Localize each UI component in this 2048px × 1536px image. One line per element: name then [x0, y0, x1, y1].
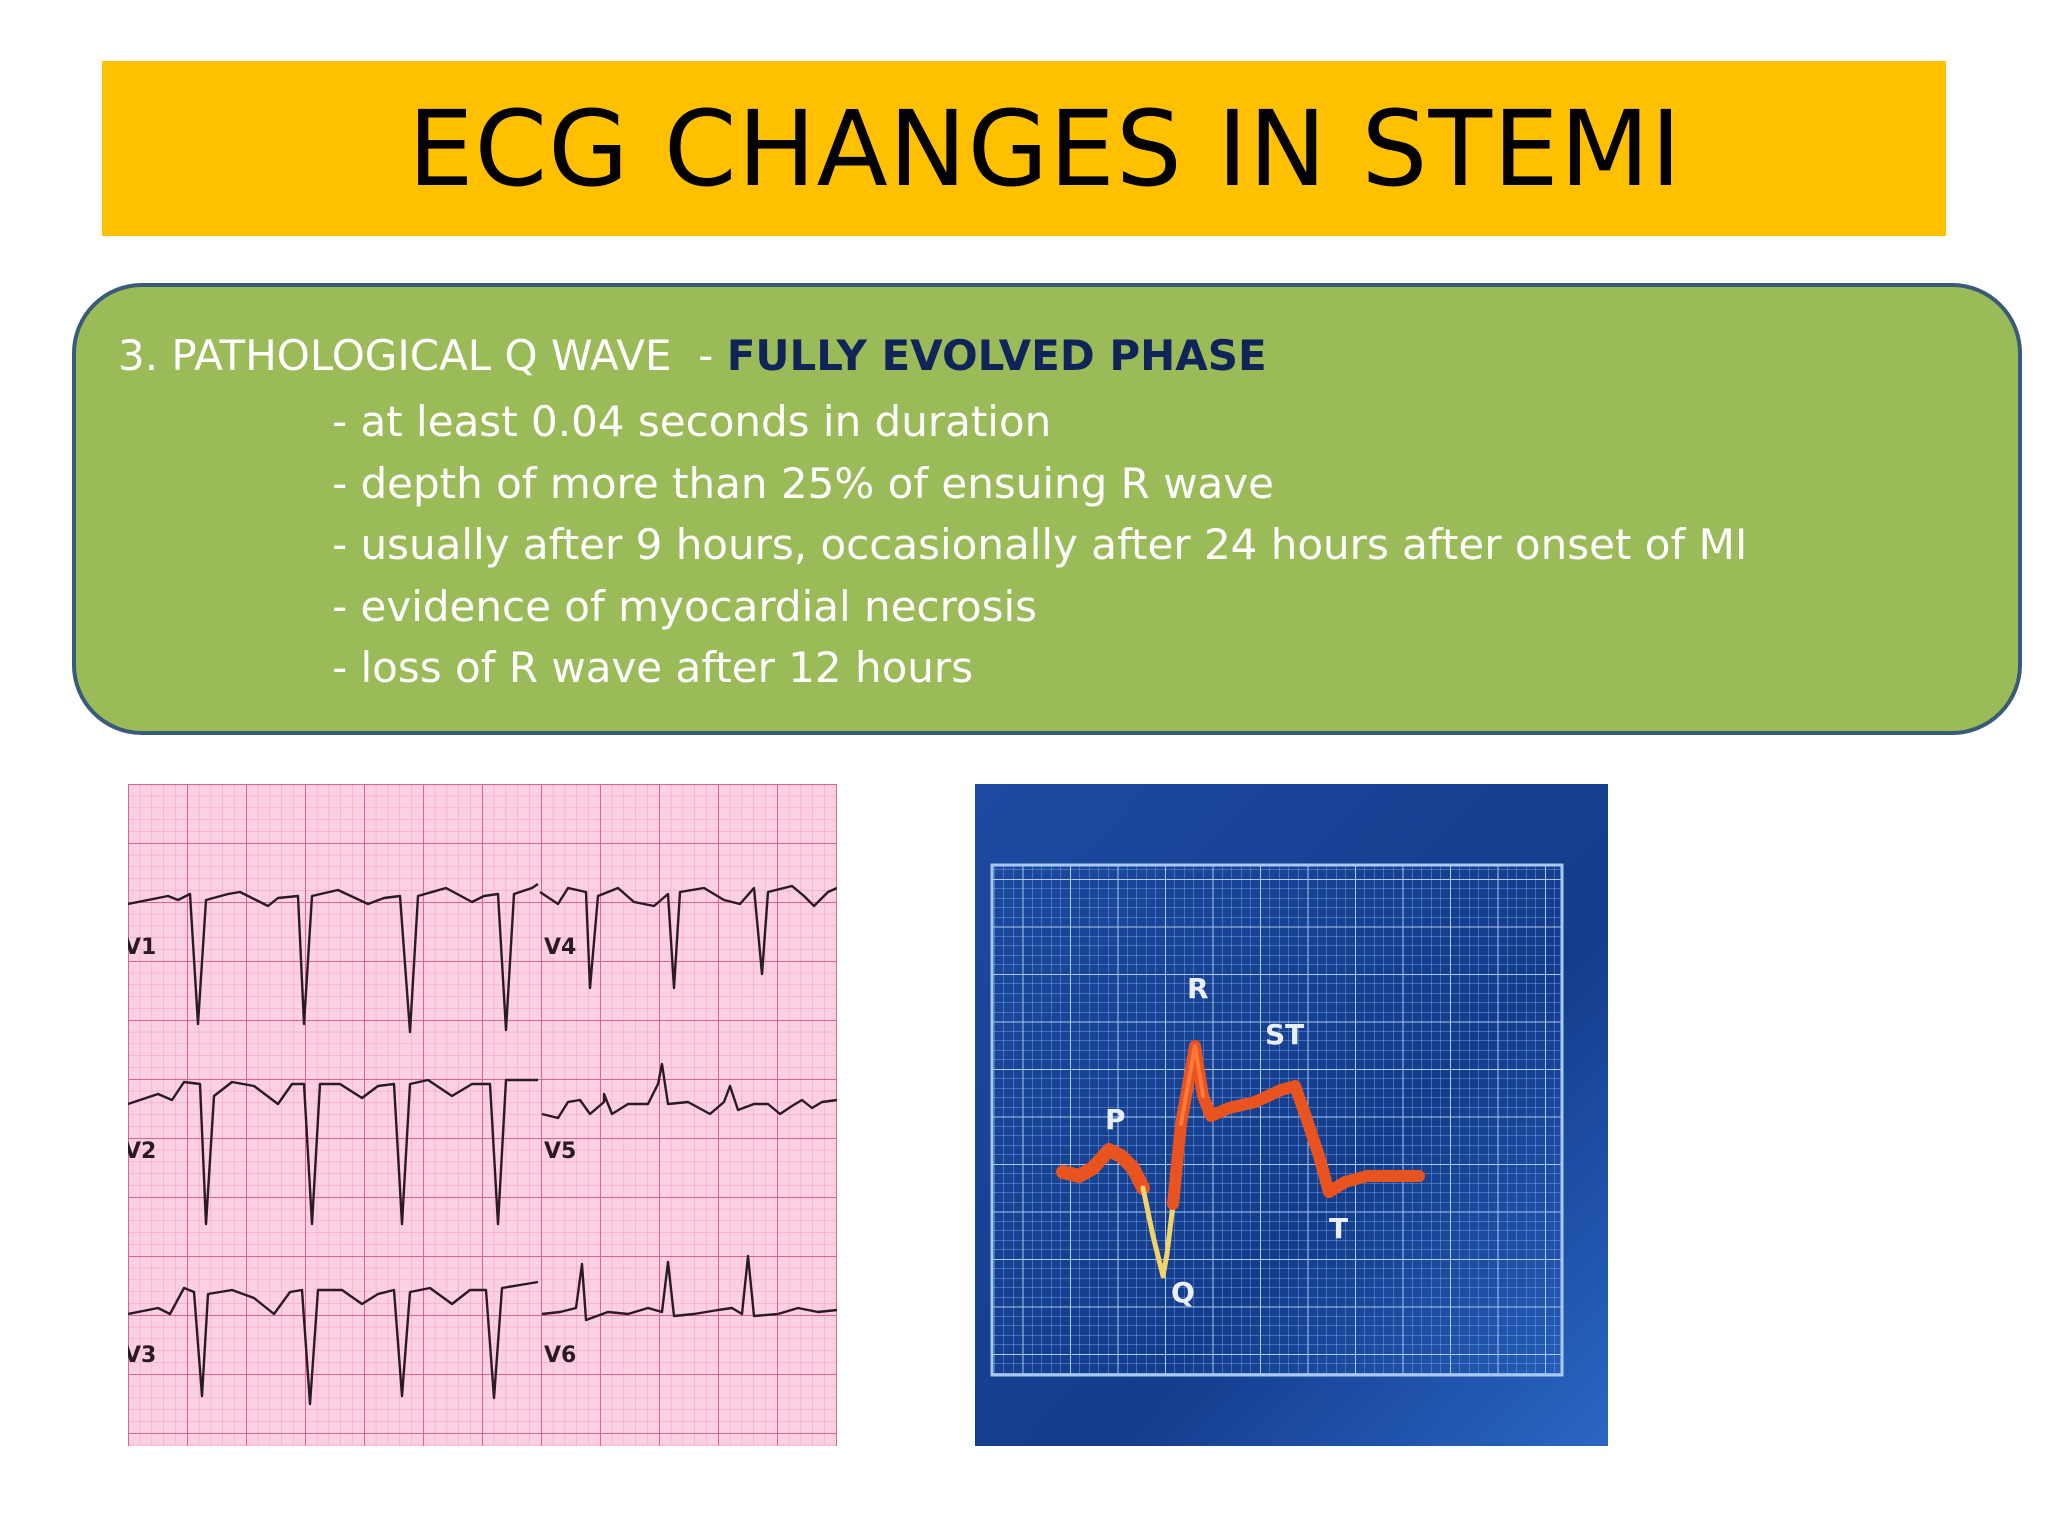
lead-label: V6	[544, 1343, 576, 1368]
bullet-item: - at least 0.04 seconds in duration	[332, 397, 1052, 446]
wave-label-r: R	[1187, 972, 1209, 1005]
slide-title: ECG CHANGES IN STEMI	[407, 87, 1683, 210]
lead-label: V4	[544, 935, 576, 960]
bullet-item: - usually after 9 hours, occasionally af…	[332, 520, 1748, 569]
lead-label: V3	[128, 1343, 156, 1368]
title-bar: ECG CHANGES IN STEMI	[102, 61, 1946, 236]
bullet-item: - depth of more than 25% of ensuing R wa…	[332, 458, 1274, 508]
ecg-strip-image: V1 V2 V3 V4 V5 V6	[128, 784, 837, 1446]
bullet-list: - at least 0.04 seconds in duration - de…	[332, 391, 1747, 699]
wave-label-q: Q	[1171, 1276, 1195, 1309]
wave-label-t: T	[1329, 1212, 1348, 1245]
bullet-item: - evidence of myocardial necrosis	[332, 581, 1038, 631]
wave-label-p: P	[1105, 1103, 1126, 1136]
lead-label: V1	[128, 935, 156, 960]
heading-phase: FULLY EVOLVED PHASE	[726, 331, 1267, 380]
lead-label: V5	[544, 1139, 576, 1164]
section-heading: 3. PATHOLOGICAL Q WAVE - FULLY EVOLVED P…	[118, 331, 1267, 380]
lead-label: V2	[128, 1139, 156, 1164]
heading-prefix: 3. PATHOLOGICAL Q WAVE -	[118, 331, 727, 380]
bullet-item: - loss of R wave after 12 hours	[332, 643, 974, 692]
info-box: 3. PATHOLOGICAL Q WAVE - FULLY EVOLVED P…	[72, 283, 2022, 735]
wave-label-st: ST	[1265, 1018, 1304, 1051]
ecg-waveform-diagram: P Q R ST T	[975, 784, 1608, 1446]
